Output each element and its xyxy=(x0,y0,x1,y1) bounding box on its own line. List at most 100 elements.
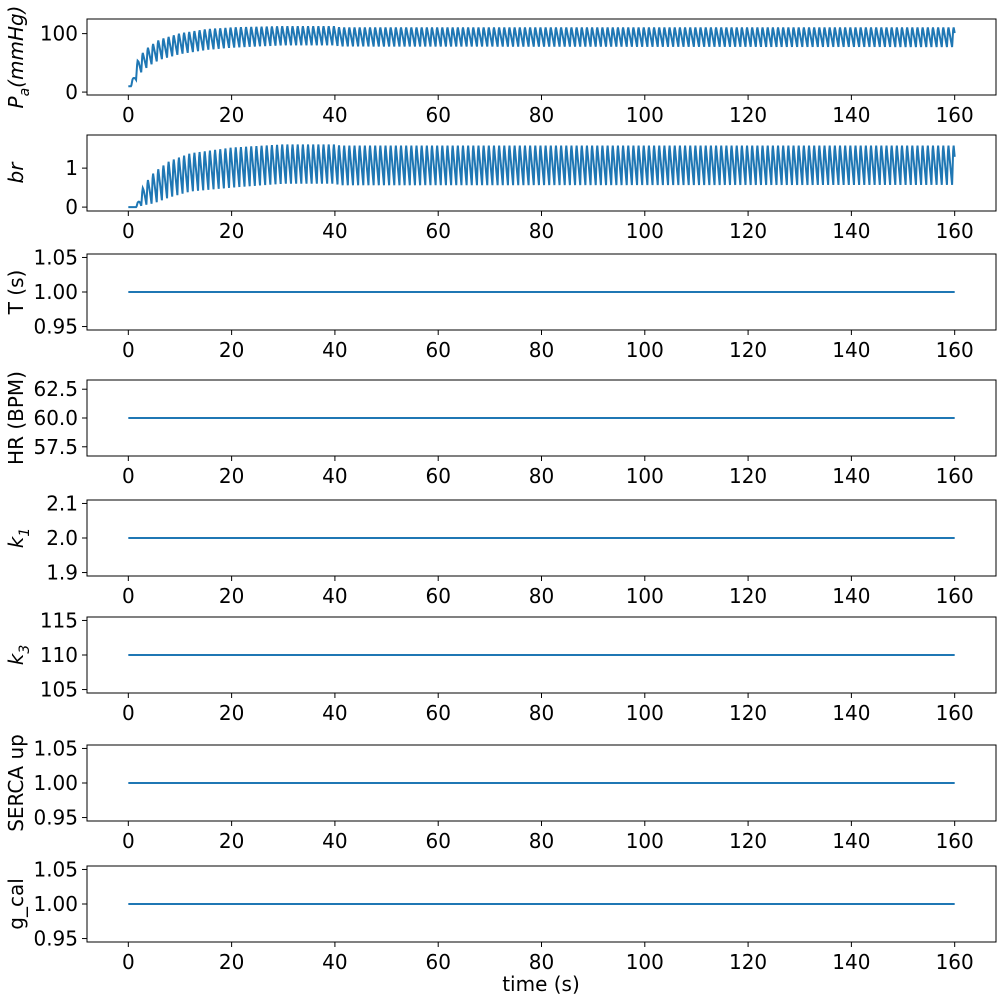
x-tick-label: 0 xyxy=(122,464,135,488)
y-tick-label: 1 xyxy=(65,156,78,180)
y-axis-label: Pa(mmHg) xyxy=(4,6,33,109)
x-tick-label: 140 xyxy=(832,219,870,243)
x-tick-label: 60 xyxy=(425,338,450,362)
y-tick-label: 0 xyxy=(65,80,78,104)
x-tick-label: 120 xyxy=(729,701,767,725)
y-tick-label: 0.95 xyxy=(33,927,78,951)
x-tick-label: 80 xyxy=(529,829,554,853)
y-tick-label: 1.05 xyxy=(33,857,78,881)
x-tick-label: 160 xyxy=(936,338,974,362)
x-tick-label: 140 xyxy=(832,829,870,853)
x-tick-label: 40 xyxy=(322,950,347,974)
x-tick-label: 20 xyxy=(219,103,244,127)
x-tick-label: 60 xyxy=(425,464,450,488)
x-tick-label: 40 xyxy=(322,464,347,488)
y-tick-label: 105 xyxy=(40,678,78,702)
x-tick-label: 0 xyxy=(122,219,135,243)
x-tick-label: 40 xyxy=(322,701,347,725)
x-tick-label: 0 xyxy=(122,338,135,362)
x-tick-label: 140 xyxy=(832,584,870,608)
x-tick-label: 140 xyxy=(832,950,870,974)
x-axis-label: time (s) xyxy=(502,972,580,996)
x-tick-label: 40 xyxy=(322,103,347,127)
x-tick-label: 80 xyxy=(529,219,554,243)
x-tick-label: 160 xyxy=(936,701,974,725)
x-tick-label: 20 xyxy=(219,338,244,362)
x-tick-label: 100 xyxy=(626,103,664,127)
subplot-3: 0 20 40 60 80 100 120 140 160 0.95 1.00 1.05T (s) xyxy=(4,245,997,362)
x-tick-label: 60 xyxy=(425,701,450,725)
x-tick-label: 60 xyxy=(425,829,450,853)
x-tick-label: 0 xyxy=(122,950,135,974)
y-tick-label: 1.00 xyxy=(33,771,78,795)
x-tick-label: 20 xyxy=(219,950,244,974)
x-tick-label: 100 xyxy=(626,464,664,488)
series-line xyxy=(128,144,956,209)
x-tick-label: 160 xyxy=(936,219,974,243)
subplot-4: 0 20 40 60 80 100 120 140 160 57.5 60.0 62.5HR (BPM… xyxy=(4,371,997,488)
x-tick-label: 80 xyxy=(529,338,554,362)
y-axis-label: k3 xyxy=(4,645,33,666)
x-tick-label: 20 xyxy=(219,584,244,608)
x-tick-label: 140 xyxy=(832,701,870,725)
x-tick-label: 80 xyxy=(529,584,554,608)
subplot-8: 0 20 40 60 80 100 120 140 160 0.95 1.00 1.05g_cal xyxy=(4,857,997,974)
y-tick-label: 1.05 xyxy=(33,245,78,269)
subplot-2: 0 20 40 60 80 100 120 140 160 0 1 br xyxy=(4,134,997,243)
x-tick-label: 120 xyxy=(729,103,767,127)
y-axis-label: T (s) xyxy=(4,270,28,316)
x-tick-label: 0 xyxy=(122,584,135,608)
x-tick-label: 60 xyxy=(425,103,450,127)
x-tick-label: 100 xyxy=(626,338,664,362)
x-tick-label: 160 xyxy=(936,584,974,608)
x-tick-label: 160 xyxy=(936,829,974,853)
y-tick-label: 1.05 xyxy=(33,736,78,760)
x-tick-label: 20 xyxy=(219,464,244,488)
x-tick-label: 80 xyxy=(529,464,554,488)
x-tick-label: 120 xyxy=(729,829,767,853)
x-tick-label: 100 xyxy=(626,584,664,608)
y-tick-label: 60.0 xyxy=(33,406,78,430)
y-tick-label: 57.5 xyxy=(33,435,78,459)
y-tick-label: 1.9 xyxy=(46,561,78,585)
y-tick-label: 115 xyxy=(40,608,78,632)
y-axis-label: SERCA up xyxy=(4,734,28,832)
x-tick-label: 140 xyxy=(832,464,870,488)
y-tick-label: 0 xyxy=(65,195,78,219)
x-tick-label: 60 xyxy=(425,219,450,243)
y-tick-label: 2.1 xyxy=(46,491,78,515)
x-tick-label: 160 xyxy=(936,103,974,127)
x-tick-label: 40 xyxy=(322,338,347,362)
x-tick-label: 120 xyxy=(729,338,767,362)
y-tick-label: 62.5 xyxy=(33,377,78,401)
y-tick-label: 110 xyxy=(40,643,78,667)
x-tick-label: 0 xyxy=(122,829,135,853)
x-tick-label: 160 xyxy=(936,464,974,488)
x-tick-label: 100 xyxy=(626,219,664,243)
x-tick-label: 160 xyxy=(936,950,974,974)
y-tick-label: 1.00 xyxy=(33,892,78,916)
x-tick-label: 80 xyxy=(529,950,554,974)
y-tick-label: 1.00 xyxy=(33,280,78,304)
x-tick-label: 0 xyxy=(122,103,135,127)
x-tick-label: 120 xyxy=(729,584,767,608)
y-axis-label: HR (BPM) xyxy=(4,371,28,465)
y-axis-label: k1 xyxy=(4,528,33,549)
subplot-5: 0 20 40 60 80 100 120 140 160 1.9 2.0 2.1 k1 xyxy=(4,491,997,608)
x-tick-label: 20 xyxy=(219,829,244,853)
x-tick-label: 60 xyxy=(425,950,450,974)
x-tick-label: 40 xyxy=(322,584,347,608)
x-tick-label: 20 xyxy=(219,219,244,243)
x-tick-label: 80 xyxy=(529,103,554,127)
y-tick-label: 2.0 xyxy=(46,526,78,550)
x-tick-label: 0 xyxy=(122,701,135,725)
x-tick-label: 120 xyxy=(729,464,767,488)
x-tick-label: 100 xyxy=(626,829,664,853)
y-axis-label: br xyxy=(4,161,28,184)
y-tick-label: 0.95 xyxy=(33,806,78,830)
y-tick-label: 0.95 xyxy=(33,315,78,339)
x-tick-label: 40 xyxy=(322,219,347,243)
y-axis-label: g_cal xyxy=(4,878,28,930)
